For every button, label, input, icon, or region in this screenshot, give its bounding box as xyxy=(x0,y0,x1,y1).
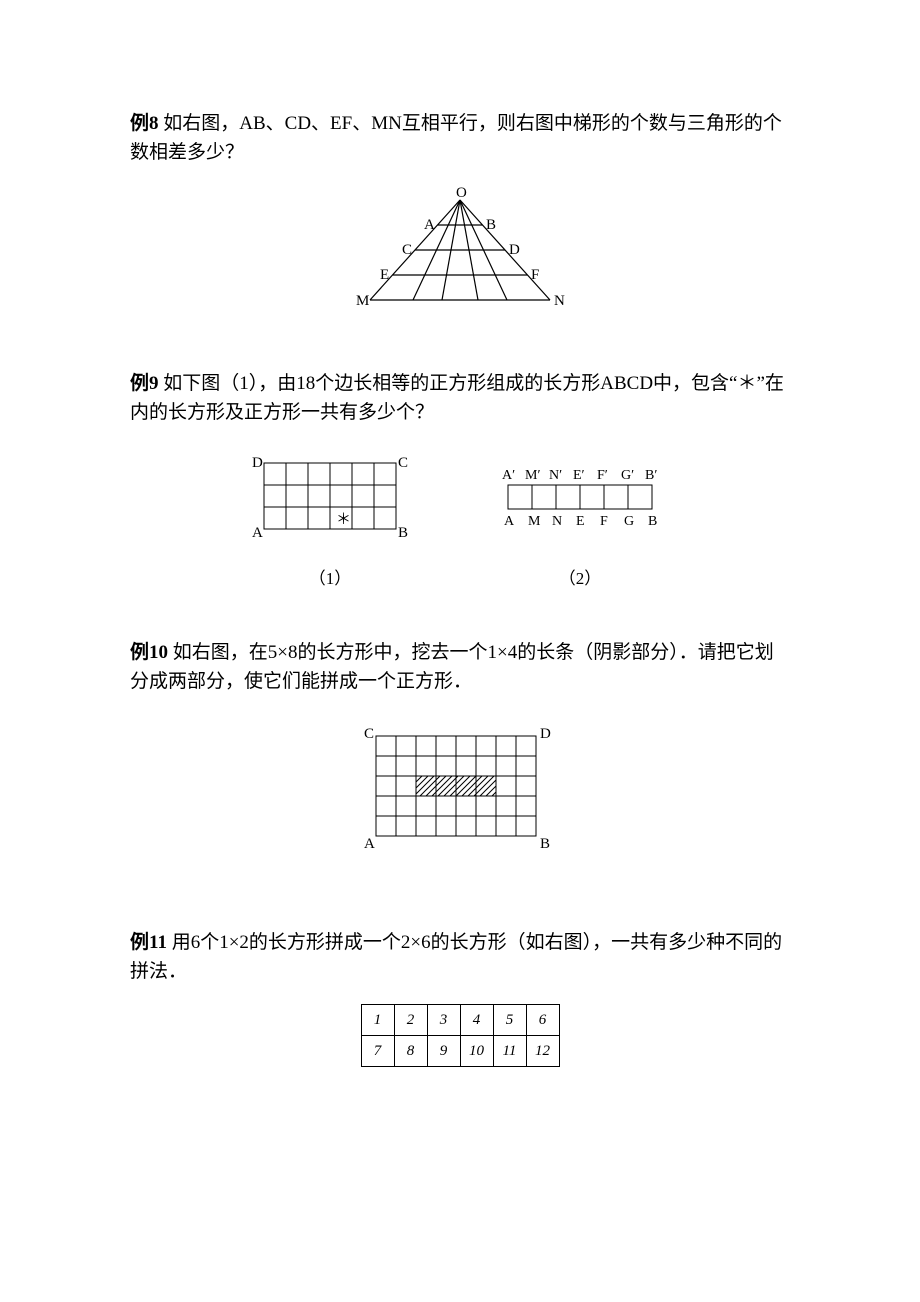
svg-text:N′: N′ xyxy=(549,468,562,483)
svg-text:F: F xyxy=(531,267,539,283)
svg-text:A′: A′ xyxy=(502,468,515,483)
cell: 2 xyxy=(394,1005,427,1036)
svg-text:G: G xyxy=(624,514,634,529)
svg-text:B: B xyxy=(486,217,496,233)
cell: 3 xyxy=(427,1005,460,1036)
problem-8-label: 例8 xyxy=(130,113,159,134)
svg-text:M: M xyxy=(528,514,541,529)
svg-text:C: C xyxy=(398,455,408,471)
svg-text:A: A xyxy=(504,514,515,529)
cell: 12 xyxy=(526,1036,559,1067)
svg-text:E: E xyxy=(576,514,585,529)
svg-text:D: D xyxy=(252,455,263,471)
problem-10-figure: C D A B xyxy=(130,714,790,879)
cell: 5 xyxy=(493,1005,526,1036)
svg-text:F: F xyxy=(600,514,608,529)
cell: 1 xyxy=(361,1005,394,1036)
problem-9-figure-2: A′ M′ N′ E′ F′ G′ B′ A M N E F G B xyxy=(480,445,680,589)
problem-9-label: 例9 xyxy=(130,373,159,394)
svg-text:D: D xyxy=(509,242,520,258)
problem-9-text: 例9 如下图（1），由18个边长相等的正方形组成的长方形ABCD中，包含“＊”在… xyxy=(130,370,790,427)
svg-text:B: B xyxy=(398,525,408,541)
problem-11-figure: 1 2 3 4 5 6 7 8 9 10 11 12 xyxy=(130,1004,790,1067)
cell: 7 xyxy=(361,1036,394,1067)
problem-11-label: 例11 xyxy=(130,932,167,953)
svg-text:E′: E′ xyxy=(573,468,585,483)
svg-text:A: A xyxy=(252,525,263,541)
problem-8-figure: O A B C D E F M N xyxy=(130,185,790,320)
cell: 6 xyxy=(526,1005,559,1036)
svg-text:C: C xyxy=(402,242,412,258)
svg-text:M′: M′ xyxy=(525,468,541,483)
svg-text:B: B xyxy=(648,514,657,529)
problem-11: 例11 用6个1×2的长方形拼成一个2×6的长方形（如右图），一共有多少种不同的… xyxy=(130,929,790,1067)
svg-text:A: A xyxy=(364,836,375,852)
cell: 10 xyxy=(460,1036,493,1067)
problem-11-text: 例11 用6个1×2的长方形拼成一个2×6的长方形（如右图），一共有多少种不同的… xyxy=(130,929,790,986)
problem-9-figure-1: ＊ D C A B （1） xyxy=(240,445,420,589)
cell: 11 xyxy=(493,1036,526,1067)
svg-text:B′: B′ xyxy=(645,468,657,483)
cell: 9 xyxy=(427,1036,460,1067)
svg-text:G′: G′ xyxy=(621,468,634,483)
problem-10: 例10 如右图，在5×8的长方形中，挖去一个1×4的长条（阴影部分）．请把它划分… xyxy=(130,639,790,879)
problem-10-text: 例10 如右图，在5×8的长方形中，挖去一个1×4的长条（阴影部分）．请把它划分… xyxy=(130,639,790,696)
svg-text:＊: ＊ xyxy=(336,512,351,528)
svg-text:O: O xyxy=(456,185,467,201)
svg-text:B: B xyxy=(540,836,550,852)
svg-text:E: E xyxy=(380,267,389,283)
svg-text:M: M xyxy=(356,293,369,309)
cell: 4 xyxy=(460,1005,493,1036)
svg-text:N: N xyxy=(554,293,565,309)
svg-text:A: A xyxy=(424,217,435,233)
svg-text:N: N xyxy=(552,514,562,529)
cell: 8 xyxy=(394,1036,427,1067)
problem-8-text: 例8 如右图，AB、CD、EF、MN互相平行，则右图中梯形的个数与三角形的个数相… xyxy=(130,110,790,167)
svg-text:C: C xyxy=(364,726,374,742)
svg-text:D: D xyxy=(540,726,551,742)
svg-text:F′: F′ xyxy=(597,468,608,483)
problem-8: 例8 如右图，AB、CD、EF、MN互相平行，则右图中梯形的个数与三角形的个数相… xyxy=(130,110,790,320)
problem-10-label: 例10 xyxy=(130,642,168,663)
problem-9: 例9 如下图（1），由18个边长相等的正方形组成的长方形ABCD中，包含“＊”在… xyxy=(130,370,790,589)
